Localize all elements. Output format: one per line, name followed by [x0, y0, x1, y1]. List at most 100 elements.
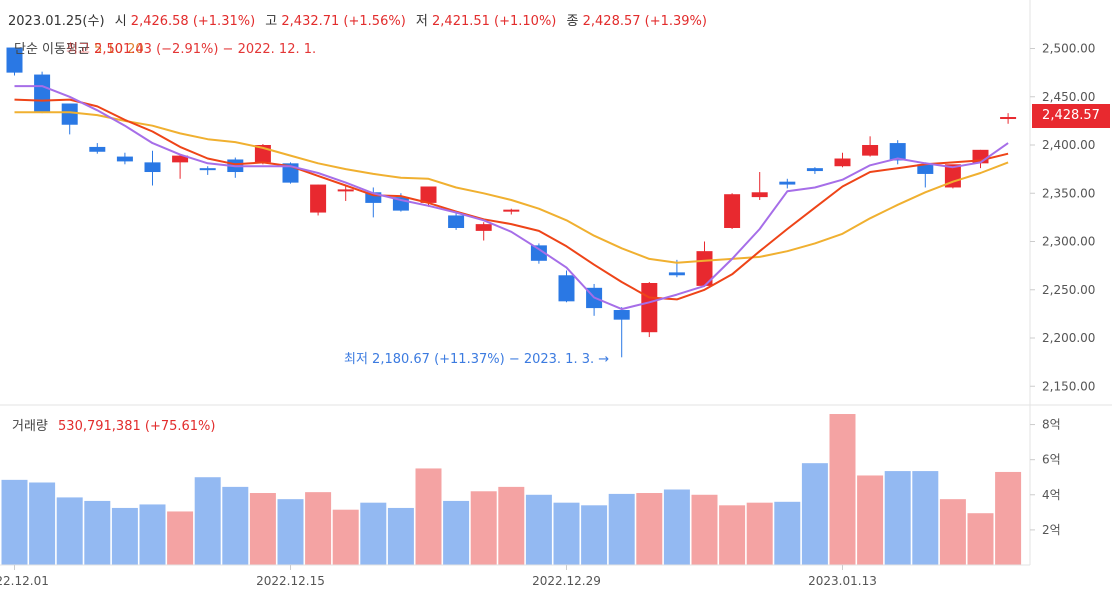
volume-tick-label: 8억 — [1042, 418, 1061, 432]
price-tick-label: 2,250.00 — [1042, 283, 1095, 297]
candle-body — [834, 158, 851, 167]
candle-body — [475, 224, 492, 231]
volume-bar — [56, 497, 83, 565]
high-info-label: 최고 — [66, 42, 90, 57]
volume-bar — [415, 468, 442, 565]
volume-bar — [1, 479, 28, 565]
price-tick-label: 2,350.00 — [1042, 186, 1095, 200]
volume-bar — [305, 492, 332, 565]
volume-bar — [443, 500, 470, 565]
candle-body — [668, 272, 685, 276]
candle-body — [89, 146, 106, 152]
price-tick-label: 2,300.00 — [1042, 235, 1095, 249]
volume-bar — [194, 477, 221, 565]
volume-label: 거래량 — [12, 419, 48, 434]
volume-bar — [525, 494, 552, 565]
volume-bar — [746, 502, 773, 565]
price-tick-label: 2,200.00 — [1042, 331, 1095, 345]
volume-bar — [498, 486, 525, 565]
volume-tick-label: 4억 — [1042, 488, 1061, 502]
candle-body — [448, 215, 465, 228]
candle-body — [613, 310, 630, 320]
volume-bar — [636, 493, 663, 565]
candle-body — [116, 156, 133, 162]
volume-bar — [884, 471, 911, 565]
volume-bar — [912, 471, 939, 565]
high-label: 고 — [265, 14, 278, 29]
high-value: 2,432.71 (+1.56%) — [281, 14, 406, 29]
volume-bar — [719, 505, 746, 565]
volume-bar — [581, 505, 608, 565]
candlesticks — [6, 47, 1017, 358]
candle-body — [1000, 117, 1017, 120]
volume-bar — [801, 463, 828, 565]
volume-bar — [470, 491, 497, 565]
volume-bar — [691, 494, 718, 565]
volume-bar — [608, 493, 635, 565]
candle-body — [61, 103, 78, 125]
price-tick-label: 2,400.00 — [1042, 138, 1095, 152]
volume-bar — [774, 501, 801, 565]
x-tick-label: 2022.12.29 — [532, 574, 601, 588]
volume-bar — [29, 482, 56, 565]
volume-bar — [139, 504, 166, 565]
ohlc-header: 2023.01.25(수) 시 2,426.58 (+1.31%) 고 2,43… — [8, 10, 707, 29]
volume-tick-label: 6억 — [1042, 453, 1061, 467]
current-price-text: 2,428.57 — [1042, 108, 1100, 123]
candle-body — [420, 186, 437, 203]
candle-body — [503, 209, 520, 212]
candle-body — [530, 245, 547, 261]
volume-bar — [249, 493, 276, 565]
x-tick-label: 2023.01.13 — [808, 574, 877, 588]
volume-bar — [84, 500, 111, 565]
low-annotation: 최저 2,180.67 (+11.37%) − 2023. 1. 3. → — [344, 352, 610, 367]
volume-header: 거래량 530,791,381 (+75.61%) — [12, 415, 215, 434]
moving-average-lines — [14, 85, 1009, 311]
price-tick-label: 2,500.00 — [1042, 42, 1095, 56]
candle-body — [337, 189, 354, 192]
ma-label[interactable]: 단순 이동평균 — [14, 42, 90, 57]
candle-body — [751, 192, 768, 198]
volume-bar — [167, 511, 194, 565]
candle-body — [310, 184, 327, 213]
candle-body — [34, 74, 51, 113]
candle-body — [779, 181, 796, 185]
candle-body — [6, 47, 23, 73]
volume-bar — [939, 499, 966, 565]
header-date: 2023.01.25(수) — [8, 14, 105, 29]
indicator-overlay: 단순 이동평균 5 10 20 — [14, 38, 144, 57]
candle-body — [889, 143, 906, 161]
candle-body — [172, 155, 189, 163]
volume-bar — [663, 489, 690, 565]
volume-value: 530,791,381 (+75.61%) — [58, 419, 216, 434]
volume-bar — [829, 414, 856, 565]
candle-body — [806, 168, 823, 172]
close-label: 종 — [566, 14, 579, 29]
low-label: 저 — [415, 14, 428, 29]
ma10-line — [14, 98, 1009, 301]
close-value: 2,428.57 (+1.39%) — [582, 14, 707, 29]
volume-bar — [332, 509, 359, 565]
open-label: 시 — [114, 14, 127, 29]
candle-body — [558, 275, 575, 302]
low-value: 2,421.51 (+1.10%) — [432, 14, 557, 29]
price-tick-label: 2,450.00 — [1042, 90, 1095, 104]
candle-body — [944, 164, 961, 188]
candle-body — [862, 145, 879, 156]
x-tick-label: 2022.12.01 — [0, 574, 49, 588]
volume-tick-label: 2억 — [1042, 523, 1061, 537]
volume-bar — [387, 507, 414, 565]
price-tick-label: 2,150.00 — [1042, 379, 1095, 393]
volume-bar — [995, 471, 1022, 565]
candle-body — [641, 282, 658, 333]
x-tick-label: 2022.12.15 — [256, 574, 325, 588]
high-info: 최고 2,501.43 (−2.91%) − 2022. 12. 1. — [66, 38, 316, 57]
volume-bar — [111, 507, 138, 565]
current-price-tag: 2,428.57 — [1032, 104, 1110, 128]
ma5-line — [14, 85, 1009, 311]
volume-bar — [277, 499, 304, 565]
high-info-value: 2,501.43 (−2.91%) − 2022. 12. 1. — [94, 42, 317, 57]
